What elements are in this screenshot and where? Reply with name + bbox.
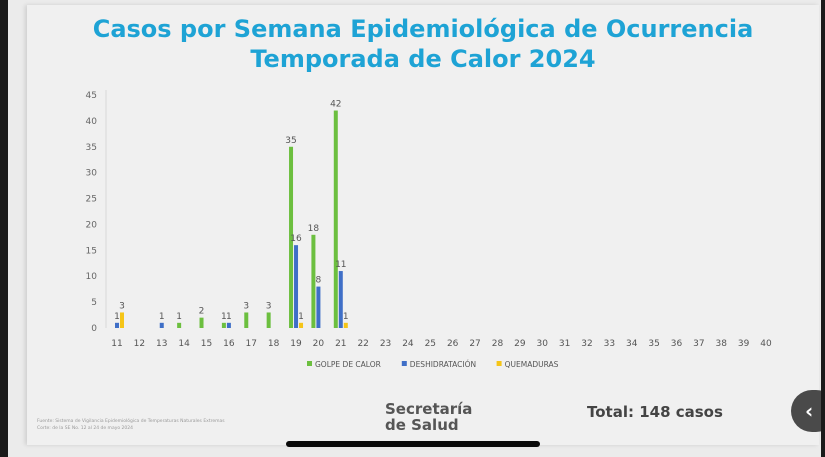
x-tick-label: 19 (290, 339, 302, 349)
y-tick-label: 30 (86, 169, 98, 179)
data-label: 2 (199, 307, 205, 317)
slide (27, 5, 819, 445)
x-tick-label: 28 (492, 339, 504, 349)
bar-deshidratación (316, 286, 321, 328)
bar-deshidratación (159, 322, 164, 328)
x-tick-label: 27 (469, 339, 480, 349)
legend-swatch (496, 361, 502, 366)
bar-deshidratación (226, 322, 231, 328)
legend-label: DESHIDRATACIÓN (410, 360, 476, 369)
x-tick-label: 34 (626, 339, 638, 349)
y-tick-label: 10 (86, 272, 98, 282)
x-tick-label: 21 (335, 339, 346, 349)
x-tick-label: 29 (514, 339, 526, 349)
x-tick-label: 23 (380, 339, 391, 349)
x-tick-label: 31 (559, 339, 570, 349)
bar-golpe-de-calor (177, 322, 182, 328)
bar-golpe-de-calor (266, 312, 271, 328)
bar-golpe-de-calor (199, 317, 204, 328)
device-edge-right (821, 0, 825, 457)
bar-deshidratación (115, 322, 119, 328)
data-label: 11 (335, 260, 346, 270)
y-tick-label: 40 (86, 117, 98, 127)
chevron-left-icon[interactable]: ‹ (791, 390, 825, 432)
y-tick-label: 0 (91, 324, 97, 334)
bar-golpe-de-calor (221, 322, 226, 328)
x-tick-label: 26 (447, 339, 459, 349)
data-label: 3 (266, 301, 272, 311)
x-tick-label: 22 (357, 339, 368, 349)
source-text: Fuente: Sistema de Vigilancia Epidemioló… (37, 419, 225, 424)
data-label: 1 (221, 312, 227, 322)
x-tick-label: 32 (581, 339, 592, 349)
data-label: 1 (298, 312, 304, 322)
y-tick-label: 45 (86, 91, 97, 101)
x-tick-label: 37 (693, 339, 704, 349)
bar-quemaduras (343, 322, 348, 328)
x-tick-label: 39 (738, 339, 750, 349)
x-tick-label: 25 (425, 339, 436, 349)
x-tick-label: 36 (671, 339, 683, 349)
data-label: 1 (343, 312, 349, 322)
home-indicator[interactable] (286, 441, 540, 447)
bar-golpe-de-calor (289, 146, 294, 328)
bar-deshidratación (294, 245, 299, 328)
legend-swatch (401, 361, 407, 366)
y-tick-label: 25 (86, 195, 97, 205)
device-edge (0, 0, 8, 457)
x-tick-label: 12 (134, 339, 145, 349)
data-label: 1 (226, 312, 232, 322)
legend-swatch (307, 361, 312, 366)
y-tick-label: 20 (86, 220, 98, 230)
bar-golpe-de-calor (311, 234, 316, 328)
bar-quemaduras (120, 312, 124, 328)
bar-deshidratación (338, 271, 343, 328)
x-tick-label: 16 (223, 339, 235, 349)
logo-line-1: Secretaría (385, 400, 473, 418)
x-tick-label: 38 (716, 339, 728, 349)
source-note: Fuente: Sistema de Vigilancia Epidemioló… (37, 418, 225, 432)
cutoff-text: Corte: de la SE No. 12 al 24 de mayo 202… (37, 426, 133, 431)
x-tick-label: 35 (648, 339, 659, 349)
bar-golpe-de-calor (244, 312, 249, 328)
data-label: 3 (243, 301, 249, 311)
bar-golpe-de-calor (333, 110, 338, 329)
secretaria-logo: Secretaría de Salud (385, 401, 472, 433)
chart-title: Casos por Semana Epidemiológica de Ocurr… (27, 14, 819, 74)
data-label: 8 (316, 276, 322, 286)
x-tick-label: 11 (111, 339, 122, 349)
data-label: 3 (119, 301, 125, 311)
title-line-1: Casos por Semana Epidemiológica de Ocurr… (92, 15, 754, 43)
legend-label: QUEMADURAS (505, 360, 559, 369)
total-cases: Total: 148 casos (587, 403, 723, 421)
x-tick-label: 30 (536, 339, 548, 349)
data-label: 35 (285, 136, 296, 146)
x-tick-label: 40 (760, 339, 772, 349)
y-tick-label: 5 (91, 298, 97, 308)
x-tick-label: 17 (246, 339, 257, 349)
y-tick-label: 15 (86, 246, 97, 256)
x-tick-label: 14 (178, 339, 190, 349)
data-label: 18 (308, 224, 320, 234)
data-label: 1 (159, 312, 165, 322)
legend-label: GOLPE DE CALOR (315, 360, 381, 369)
data-label: 1 (176, 312, 182, 322)
x-tick-label: 13 (156, 339, 167, 349)
x-tick-label: 15 (201, 339, 212, 349)
logo-line-2: de Salud (385, 416, 459, 434)
x-tick-label: 20 (313, 339, 325, 349)
x-tick-label: 18 (268, 339, 280, 349)
data-label: 1 (114, 312, 120, 322)
data-label: 42 (330, 100, 341, 110)
x-tick-label: 33 (604, 339, 615, 349)
title-line-2: Temporada de Calor 2024 (250, 45, 596, 73)
x-tick-label: 24 (402, 339, 414, 349)
y-tick-label: 35 (86, 143, 97, 153)
bar-quemaduras (299, 322, 304, 328)
data-label: 16 (290, 234, 302, 244)
